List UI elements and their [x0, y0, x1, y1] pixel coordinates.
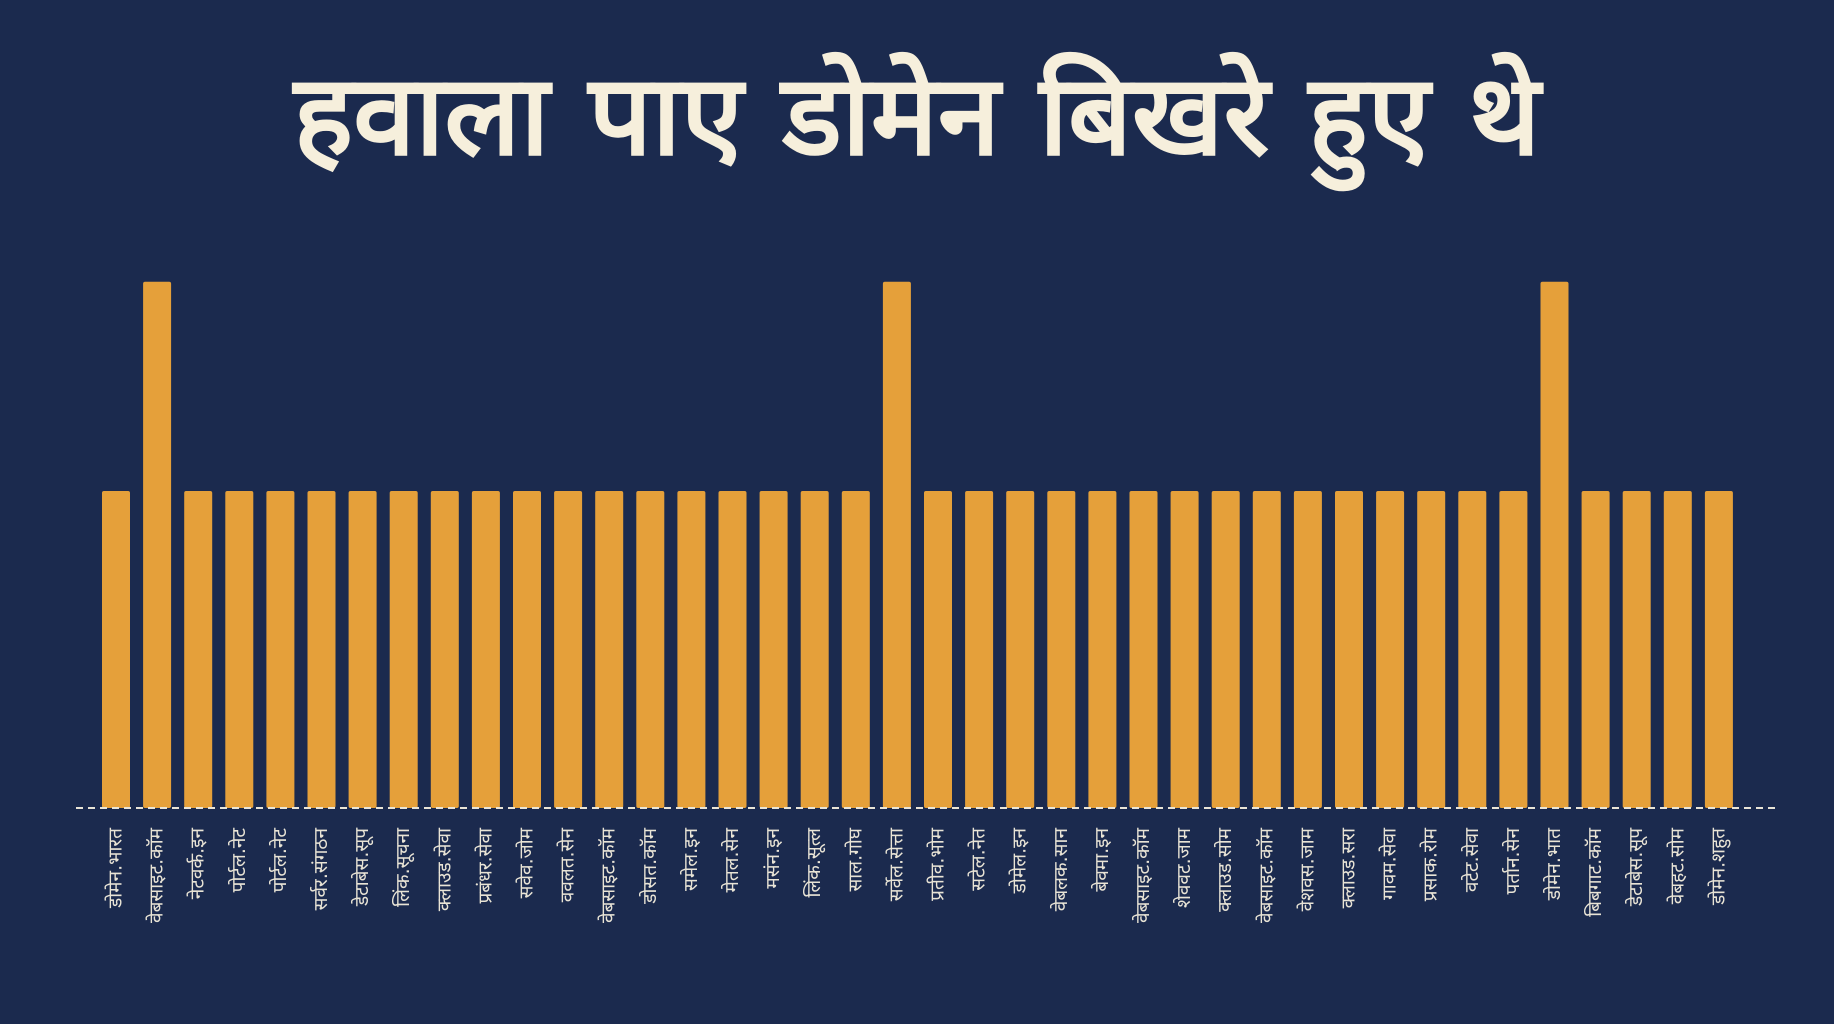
x-tick-label: क्लाउड.सरा: [1338, 827, 1360, 908]
bar: [225, 491, 254, 808]
x-tick-label: डोमेन.भात: [1542, 827, 1565, 901]
bar: [1622, 491, 1651, 808]
bar: [759, 491, 788, 808]
bar: [1006, 491, 1035, 808]
x-tick-label: वेबसाइट.कॉम: [145, 827, 168, 923]
x-tick-label: नेटवर्क.इन: [186, 828, 209, 900]
x-tick-label: डोमेल.इन: [1008, 828, 1031, 895]
bar: [389, 491, 418, 808]
bar: [1417, 491, 1446, 808]
bar: [184, 491, 213, 808]
bar: [1704, 491, 1733, 808]
x-tick-label: प्रसाक.रोम: [1419, 827, 1442, 901]
x-tick-label: गावम.सेवा: [1378, 827, 1401, 900]
bar: [1293, 491, 1322, 808]
bar: [800, 491, 829, 808]
x-tick-label: साल.गोघ: [843, 827, 866, 891]
bar: [1540, 281, 1569, 808]
bar: [718, 491, 747, 808]
x-tick-label: क्लाउड.सेवा: [432, 827, 455, 911]
bar: [266, 491, 295, 808]
x-tick-label: डेटाबेस.सूप: [350, 827, 374, 907]
x-tick-label: डोसत.कॉम: [638, 827, 661, 904]
x-tick-label: डोमेन.भारत: [104, 827, 127, 909]
bar: [513, 491, 541, 808]
x-tick-label: ववलत.सेन: [556, 828, 579, 903]
x-tick-label: वेबसाइट.कॉम: [597, 827, 620, 923]
x-tick-label: वेबसाइट.कॉम: [1131, 827, 1154, 923]
bar: [1663, 491, 1692, 808]
x-tick-label: वटेट.सेवा: [1460, 827, 1483, 892]
x-tick-label: सटेल.नेत: [967, 827, 990, 891]
bar: [1211, 491, 1240, 808]
x-tick-label: मसंन.इन: [762, 828, 784, 889]
bar: [965, 491, 994, 808]
x-tick-label: पोर्टल.नेट: [268, 828, 291, 893]
x-tick-label: मेतल.सेन: [720, 828, 743, 893]
bar: [841, 491, 870, 808]
x-tick-labels: डोमेन.भारत वेबसाइट.कॉम नेटवर्क.इन पोर्टल.ने…: [104, 827, 1732, 923]
x-tick-label: डेटाबेस.सूप: [1624, 827, 1648, 907]
x-tick-label: वेबहट.सोम: [1665, 827, 1688, 904]
x-tick-label: बिबगाट.कॉम: [1583, 827, 1606, 916]
bar: [677, 491, 706, 808]
x-tick-label: सर्वर.संगठन: [309, 828, 332, 911]
x-tick-label: वेबसाइट.कॉम: [1254, 827, 1277, 923]
x-tick-label: क्लाउड.सोम: [1213, 827, 1236, 912]
x-tick-label: पर्तान.सेन: [1501, 828, 1524, 895]
bar: [924, 491, 952, 808]
bar: [1088, 491, 1117, 808]
x-tick-label: बेवमा.इन: [1090, 828, 1113, 892]
bar: [554, 491, 583, 808]
x-tick-label: वेबलक.सान: [1049, 828, 1072, 912]
bar: [143, 281, 172, 808]
bar: [1252, 491, 1281, 808]
bar: [1129, 491, 1158, 808]
x-tick-label: पोर्टल.नेट: [227, 828, 250, 893]
x-tick-label: लिंक.सूत्ल: [802, 827, 826, 898]
bar: [471, 491, 500, 808]
x-tick-label: समेल.इन: [679, 828, 702, 891]
bar: [102, 491, 130, 808]
bar: [430, 491, 459, 808]
bars-group: [102, 281, 1733, 808]
bar: [1170, 491, 1199, 808]
bar: [1458, 491, 1487, 808]
bar: [307, 491, 336, 808]
bar: [348, 491, 377, 808]
bar: [882, 281, 911, 808]
bar: [1499, 491, 1528, 808]
x-tick-label: प्रबंधर.सेवा: [473, 827, 496, 904]
bar: [1047, 491, 1076, 808]
x-tick-label: शेववट.जाम: [1172, 827, 1195, 908]
bar: [1335, 491, 1363, 808]
x-tick-label: लिंक.सूचना: [391, 827, 415, 907]
bar: [1581, 491, 1610, 808]
x-tick-label: सर्वेल.सेत्ता: [884, 827, 907, 901]
bar: [595, 491, 624, 808]
x-tick-label: वेशवस.जाम: [1295, 827, 1318, 911]
x-tick-label: प्रतीव.भोम: [926, 827, 949, 900]
bar: [636, 491, 665, 808]
x-tick-label: डोमेन.शहुत: [1706, 827, 1731, 906]
bar: [1376, 491, 1405, 808]
x-tick-label: सवेव.जोम: [515, 827, 538, 898]
chart-title: हवाला पाए डोमेन बिखरे हुए थे: [293, 51, 1541, 181]
